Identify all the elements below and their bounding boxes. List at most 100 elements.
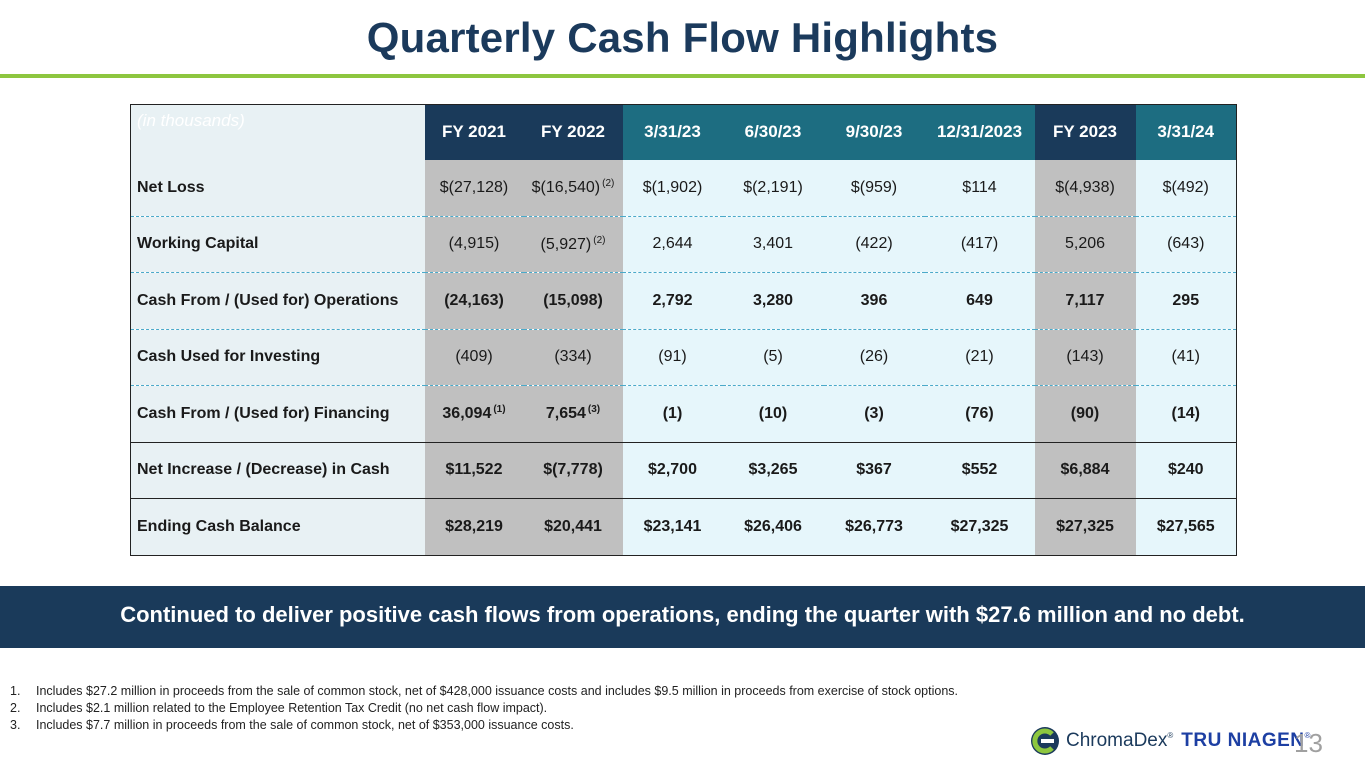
table-cell: $240 <box>1135 442 1237 499</box>
cell-value: 36,094 <box>442 405 492 423</box>
cell-value: $240 <box>1167 461 1204 479</box>
row-label: Net Increase / (Decrease) in Cash <box>130 442 425 499</box>
table-cell: $552 <box>924 442 1035 499</box>
column-header: 9/30/23 <box>823 104 925 160</box>
table-cell: 3,280 <box>722 272 824 330</box>
table-cell: 36,094 (1) <box>424 385 524 443</box>
cell-value: $(1,902) <box>642 178 703 196</box>
table-cell: $6,884 <box>1034 442 1136 499</box>
brand-tru-niagen: TRU NIAGEN® <box>1181 730 1311 751</box>
cell-value: $20,441 <box>544 517 602 535</box>
cell-value: (334) <box>554 348 592 366</box>
company-logo: ChromaDex® TRU NIAGEN® <box>1030 726 1311 756</box>
column-header: FY 2021 <box>424 104 524 160</box>
table-cell: (5,927) (2) <box>523 216 623 273</box>
cell-value: $11,522 <box>445 461 503 479</box>
cell-value: $26,773 <box>845 517 903 535</box>
table-cell: 7,117 <box>1034 272 1136 330</box>
cell-value: (643) <box>1167 235 1205 253</box>
cell-value: 7,117 <box>1065 291 1105 309</box>
cell-value: (409) <box>455 348 493 366</box>
cell-value: (417) <box>960 235 999 253</box>
cell-value: (90) <box>1070 404 1100 422</box>
footnote-text: Includes $2.1 million related to the Emp… <box>36 701 548 715</box>
cell-value: (26) <box>859 348 889 366</box>
table-cell: (409) <box>424 329 524 386</box>
table-cell: $(7,778) <box>523 442 623 499</box>
cell-value: $3,265 <box>748 461 798 479</box>
cell-value: (4,915) <box>448 235 500 253</box>
cell-value: $(16,540) <box>531 179 601 196</box>
table-cell: $3,265 <box>722 442 824 499</box>
cell-value: (41) <box>1171 348 1200 366</box>
cell-value: (143) <box>1066 348 1104 366</box>
cell-value: $114 <box>962 178 997 196</box>
table-row: Working Capital (4,915) (5,927) (2) 2,644 3,4… <box>130 216 1237 273</box>
table-cell: $27,325 <box>1034 498 1136 555</box>
cell-value: $(4,938) <box>1055 178 1115 196</box>
cell-value: (91) <box>658 348 687 366</box>
footnote-number: 3. <box>10 718 21 732</box>
table-cell: (3) <box>823 385 925 443</box>
column-header: 12/31/2023 <box>924 104 1035 160</box>
table-cell: 396 <box>823 272 925 330</box>
table-header-row: (in thousands) FY 2021 FY 2022 3/31/23 6… <box>130 104 1237 160</box>
cell-value: $(2,191) <box>743 178 803 196</box>
column-header: 6/30/23 <box>722 104 824 160</box>
table-cell: (14) <box>1135 385 1237 443</box>
table-cell: $26,773 <box>823 498 925 555</box>
table-cell: (76) <box>924 385 1035 443</box>
cell-value: $367 <box>856 461 892 479</box>
chromadex-logo-icon <box>1031 727 1059 755</box>
table-cell: $20,441 <box>523 498 623 555</box>
table-cell: (21) <box>924 329 1035 386</box>
cell-value: $23,141 <box>643 517 702 535</box>
footnote-ref: (3) <box>587 404 601 416</box>
footnote: 2. Includes $2.1 million related to the … <box>10 700 1210 717</box>
cell-value: $(27,128) <box>439 178 509 196</box>
table-cell: $2,700 <box>622 442 723 499</box>
key-takeaway-banner: Continued to deliver positive cash flows… <box>0 586 1365 648</box>
cell-value: $552 <box>961 461 998 479</box>
table-cell: $(1,902) <box>622 159 723 217</box>
table-cell: (643) <box>1135 216 1237 273</box>
column-header: 3/31/24 <box>1135 104 1237 160</box>
footnotes: 1. Includes $27.2 million in proceeds fr… <box>10 683 1210 734</box>
cell-value: (5,927) <box>540 235 592 253</box>
cell-value: $6,884 <box>1060 461 1110 479</box>
footnote-text: Includes $7.7 million in proceeds from t… <box>36 718 574 732</box>
row-label: Cash From / (Used for) Operations <box>130 272 425 330</box>
table-cell: 3,401 <box>722 216 824 273</box>
cell-value: (14) <box>1171 404 1200 422</box>
table-cell: $(959) <box>823 159 925 217</box>
cell-value: $26,406 <box>744 517 802 535</box>
column-header: 3/31/23 <box>622 104 723 160</box>
cell-value: $2,700 <box>648 461 697 479</box>
table-cell: (15,098) <box>523 272 623 330</box>
footnote: 1. Includes $27.2 million in proceeds fr… <box>10 683 1210 700</box>
table-cell: $367 <box>823 442 925 499</box>
table-cell: $23,141 <box>622 498 723 555</box>
cell-value: $27,325 <box>950 517 1009 535</box>
table-cell: (90) <box>1034 385 1136 443</box>
table-cell: (24,163) <box>424 272 524 330</box>
table-row: Cash From / (Used for) Financing 36,094 (1… <box>130 385 1237 443</box>
page-title: Quarterly Cash Flow Highlights <box>366 14 999 61</box>
cell-value: (10) <box>758 404 788 422</box>
footnote-number: 1. <box>10 684 21 698</box>
table-cell: $26,406 <box>722 498 824 555</box>
cell-value: (3) <box>864 404 884 422</box>
table-cell: (1) <box>622 385 723 443</box>
cell-value: (5) <box>763 348 783 366</box>
cell-value: $(959) <box>850 178 898 196</box>
title-underline <box>0 74 1365 78</box>
table-cell: 7,654 (3) <box>523 385 623 443</box>
column-header: FY 2023 <box>1034 104 1136 160</box>
cell-value: 3,280 <box>752 291 794 309</box>
cell-value: $27,565 <box>1156 517 1215 535</box>
table-cell: 2,792 <box>622 272 723 330</box>
table-row: Net Increase / (Decrease) in Cash $11,522… <box>130 442 1237 499</box>
table-cell: (5) <box>722 329 824 386</box>
cell-value: 5,206 <box>1064 235 1106 253</box>
table-row: Cash Used for Investing (409) (334) (91) (5)… <box>130 329 1237 386</box>
